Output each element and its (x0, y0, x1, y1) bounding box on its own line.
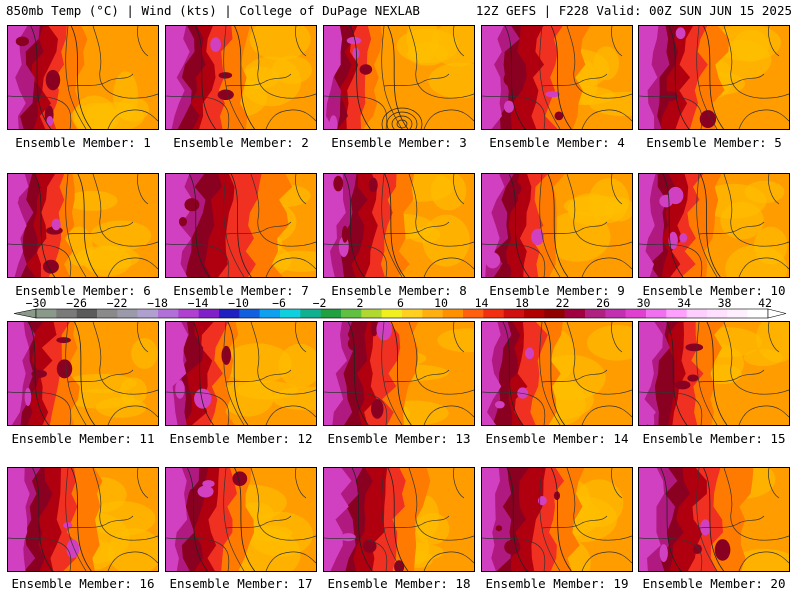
colorbar-swatch (117, 309, 138, 318)
colorbar-tick: −26 (66, 296, 87, 310)
ensemble-member-map[interactable] (323, 321, 475, 426)
colorbar-swatch (341, 309, 362, 318)
ensemble-member-map[interactable] (638, 173, 790, 278)
colorbar-swatch (300, 309, 321, 318)
colorbar-swatch (483, 309, 504, 318)
ensemble-member-map[interactable] (481, 321, 633, 426)
ensemble-member-map[interactable] (165, 321, 317, 426)
colorbar-tick: 22 (555, 296, 570, 310)
ensemble-member-label: Ensemble Member: 20 (642, 576, 786, 591)
colorbar-tick: 42 (758, 296, 772, 310)
colorbar-swatch (402, 309, 423, 318)
ensemble-member-label: Ensemble Member: 1 (15, 135, 151, 150)
ensemble-member-label: Ensemble Member: 6 (15, 283, 151, 298)
colorbar-swatch (76, 309, 98, 318)
ensemble-member-label: Ensemble Member: 8 (331, 283, 467, 298)
colorbar-swatch (259, 309, 281, 318)
colorbar-swatch (158, 309, 179, 318)
ensemble-member-map[interactable] (165, 467, 317, 572)
ensemble-member-map[interactable] (481, 467, 633, 572)
ensemble-member-label: Ensemble Member: 5 (646, 135, 782, 150)
colorbar-tick: −18 (147, 296, 168, 310)
colorbar-swatch (564, 309, 586, 318)
colorbar-swatch (585, 309, 606, 318)
colorbar-swatch (280, 309, 301, 318)
colorbar-swatch (605, 309, 626, 318)
colorbar-swatch (503, 309, 525, 318)
ensemble-member-map[interactable] (7, 321, 159, 426)
ensemble-member-label: Ensemble Member: 11 (11, 431, 155, 446)
colorbar-tick: 34 (677, 296, 691, 310)
ensemble-member-map[interactable] (165, 25, 317, 130)
model-run-info: 12Z GEFS | F228 Valid: 00Z SUN JUN 15 20… (475, 3, 792, 18)
colorbar-swatch (707, 309, 728, 318)
colorbar-tick: 14 (474, 296, 489, 310)
map-title: 850mb Temp (°C) | Wind (kts) | College o… (6, 3, 420, 18)
colorbar-tick: 38 (717, 296, 732, 310)
colorbar-swatch (747, 309, 769, 318)
colorbar-tick: 2 (356, 296, 364, 310)
temperature-colorbar (13, 308, 787, 319)
colorbar-swatch (36, 309, 57, 318)
colorbar-tick: 18 (515, 296, 529, 310)
ensemble-member-label: Ensemble Member: 2 (173, 135, 309, 150)
colorbar-swatch (666, 309, 687, 318)
ensemble-member-map[interactable] (323, 467, 475, 572)
ensemble-member-map[interactable] (7, 173, 159, 278)
ensemble-member-label: Ensemble Member: 4 (489, 135, 625, 150)
colorbar-swatch (625, 309, 647, 318)
colorbar-swatch (686, 309, 708, 318)
ensemble-member-map[interactable] (638, 321, 790, 426)
ensemble-member-label: Ensemble Member: 9 (489, 283, 625, 298)
ensemble-member-label: Ensemble Member: 17 (169, 576, 313, 591)
colorbar-swatch (524, 309, 545, 318)
colorbar-tick: −6 (272, 296, 286, 310)
ensemble-member-label: Ensemble Member: 10 (642, 283, 786, 298)
ensemble-member-map[interactable] (165, 173, 317, 278)
ensemble-member-label: Ensemble Member: 16 (11, 576, 155, 591)
ensemble-member-map[interactable] (323, 173, 475, 278)
ensemble-member-map[interactable] (638, 467, 790, 572)
ensemble-member-label: Ensemble Member: 3 (331, 135, 467, 150)
ensemble-member-label: Ensemble Member: 12 (169, 431, 313, 446)
ensemble-member-label: Ensemble Member: 14 (485, 431, 629, 446)
ensemble-member-label: Ensemble Member: 13 (327, 431, 471, 446)
colorbar-swatch (320, 309, 342, 318)
colorbar-swatch (442, 309, 464, 318)
colorbar-swatch (361, 309, 382, 318)
ensemble-member-map[interactable] (7, 25, 159, 130)
colorbar-tick: 10 (434, 296, 448, 310)
colorbar-swatch (97, 309, 118, 318)
colorbar-swatch (422, 309, 443, 318)
colorbar-tick: −10 (228, 296, 249, 310)
colorbar-swatch (727, 309, 748, 318)
colorbar-swatch (219, 309, 240, 318)
colorbar-tick: 26 (596, 296, 610, 310)
ensemble-member-map[interactable] (481, 173, 633, 278)
colorbar-swatch (544, 309, 565, 318)
ensemble-member-label: Ensemble Member: 15 (642, 431, 786, 446)
ensemble-member-map[interactable] (7, 467, 159, 572)
ensemble-member-label: Ensemble Member: 18 (327, 576, 471, 591)
ensemble-member-map[interactable] (323, 25, 475, 130)
colorbar-swatch (56, 309, 77, 318)
ensemble-member-label: Ensemble Member: 19 (485, 576, 629, 591)
colorbar-tick: −30 (25, 296, 47, 310)
colorbar-swatch (239, 309, 260, 318)
colorbar-swatch (646, 309, 667, 318)
colorbar-tick: −22 (106, 296, 128, 310)
colorbar-swatch (463, 309, 484, 318)
ensemble-member-label: Ensemble Member: 7 (173, 283, 309, 298)
colorbar-swatch (381, 309, 403, 318)
colorbar-tick: −2 (312, 296, 327, 310)
ensemble-member-map[interactable] (481, 25, 633, 130)
colorbar-swatch (137, 309, 159, 318)
colorbar-swatch (178, 309, 199, 318)
ensemble-member-map[interactable] (638, 25, 790, 130)
colorbar-tick: −14 (187, 296, 209, 310)
colorbar-tick: 6 (397, 296, 404, 310)
colorbar-tick: 30 (636, 296, 651, 310)
colorbar-swatch (198, 309, 220, 318)
